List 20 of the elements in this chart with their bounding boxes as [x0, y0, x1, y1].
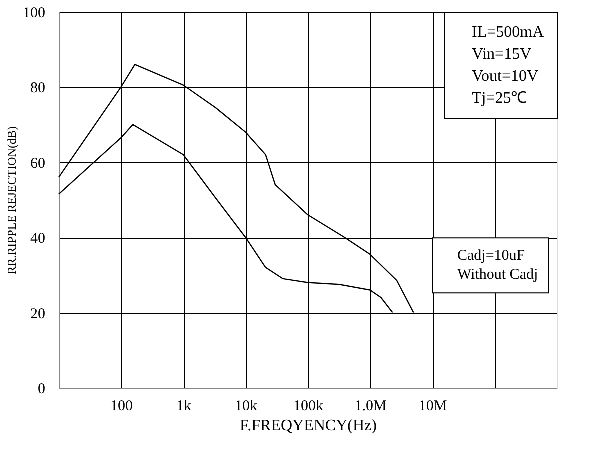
x-tick-label: 100k — [294, 398, 324, 414]
text: Without Cadj — [458, 267, 538, 284]
y-tick-label: 80 — [30, 80, 46, 97]
text: Cadj=10uF — [458, 248, 526, 264]
x-tick-label: 1k — [176, 398, 192, 414]
y-tick-label: 100 — [23, 6, 46, 22]
x-tick-label: 10M — [418, 398, 448, 414]
x-axis-title: F.FREQYENCY(Hz) — [240, 418, 377, 434]
annotation: IL=500mA — [472, 24, 545, 41]
x-tick-label: 1.0M — [354, 398, 387, 414]
y-tick-label: 20 — [30, 306, 46, 322]
annotation: Vin=15V — [472, 46, 532, 63]
y-tick-label: 40 — [30, 231, 46, 248]
x-tick-label: 10k — [235, 398, 258, 414]
y-tick-label: 0 — [38, 382, 46, 398]
x-tick-label: 100 — [110, 398, 133, 414]
annotation: Tj=25℃ — [472, 90, 528, 107]
annotation: Vout=10V — [472, 68, 539, 85]
y-axis-title: RR.RIPPLE REJECTION(dB) — [5, 126, 19, 275]
y-tick-label: 60 — [30, 156, 46, 172]
